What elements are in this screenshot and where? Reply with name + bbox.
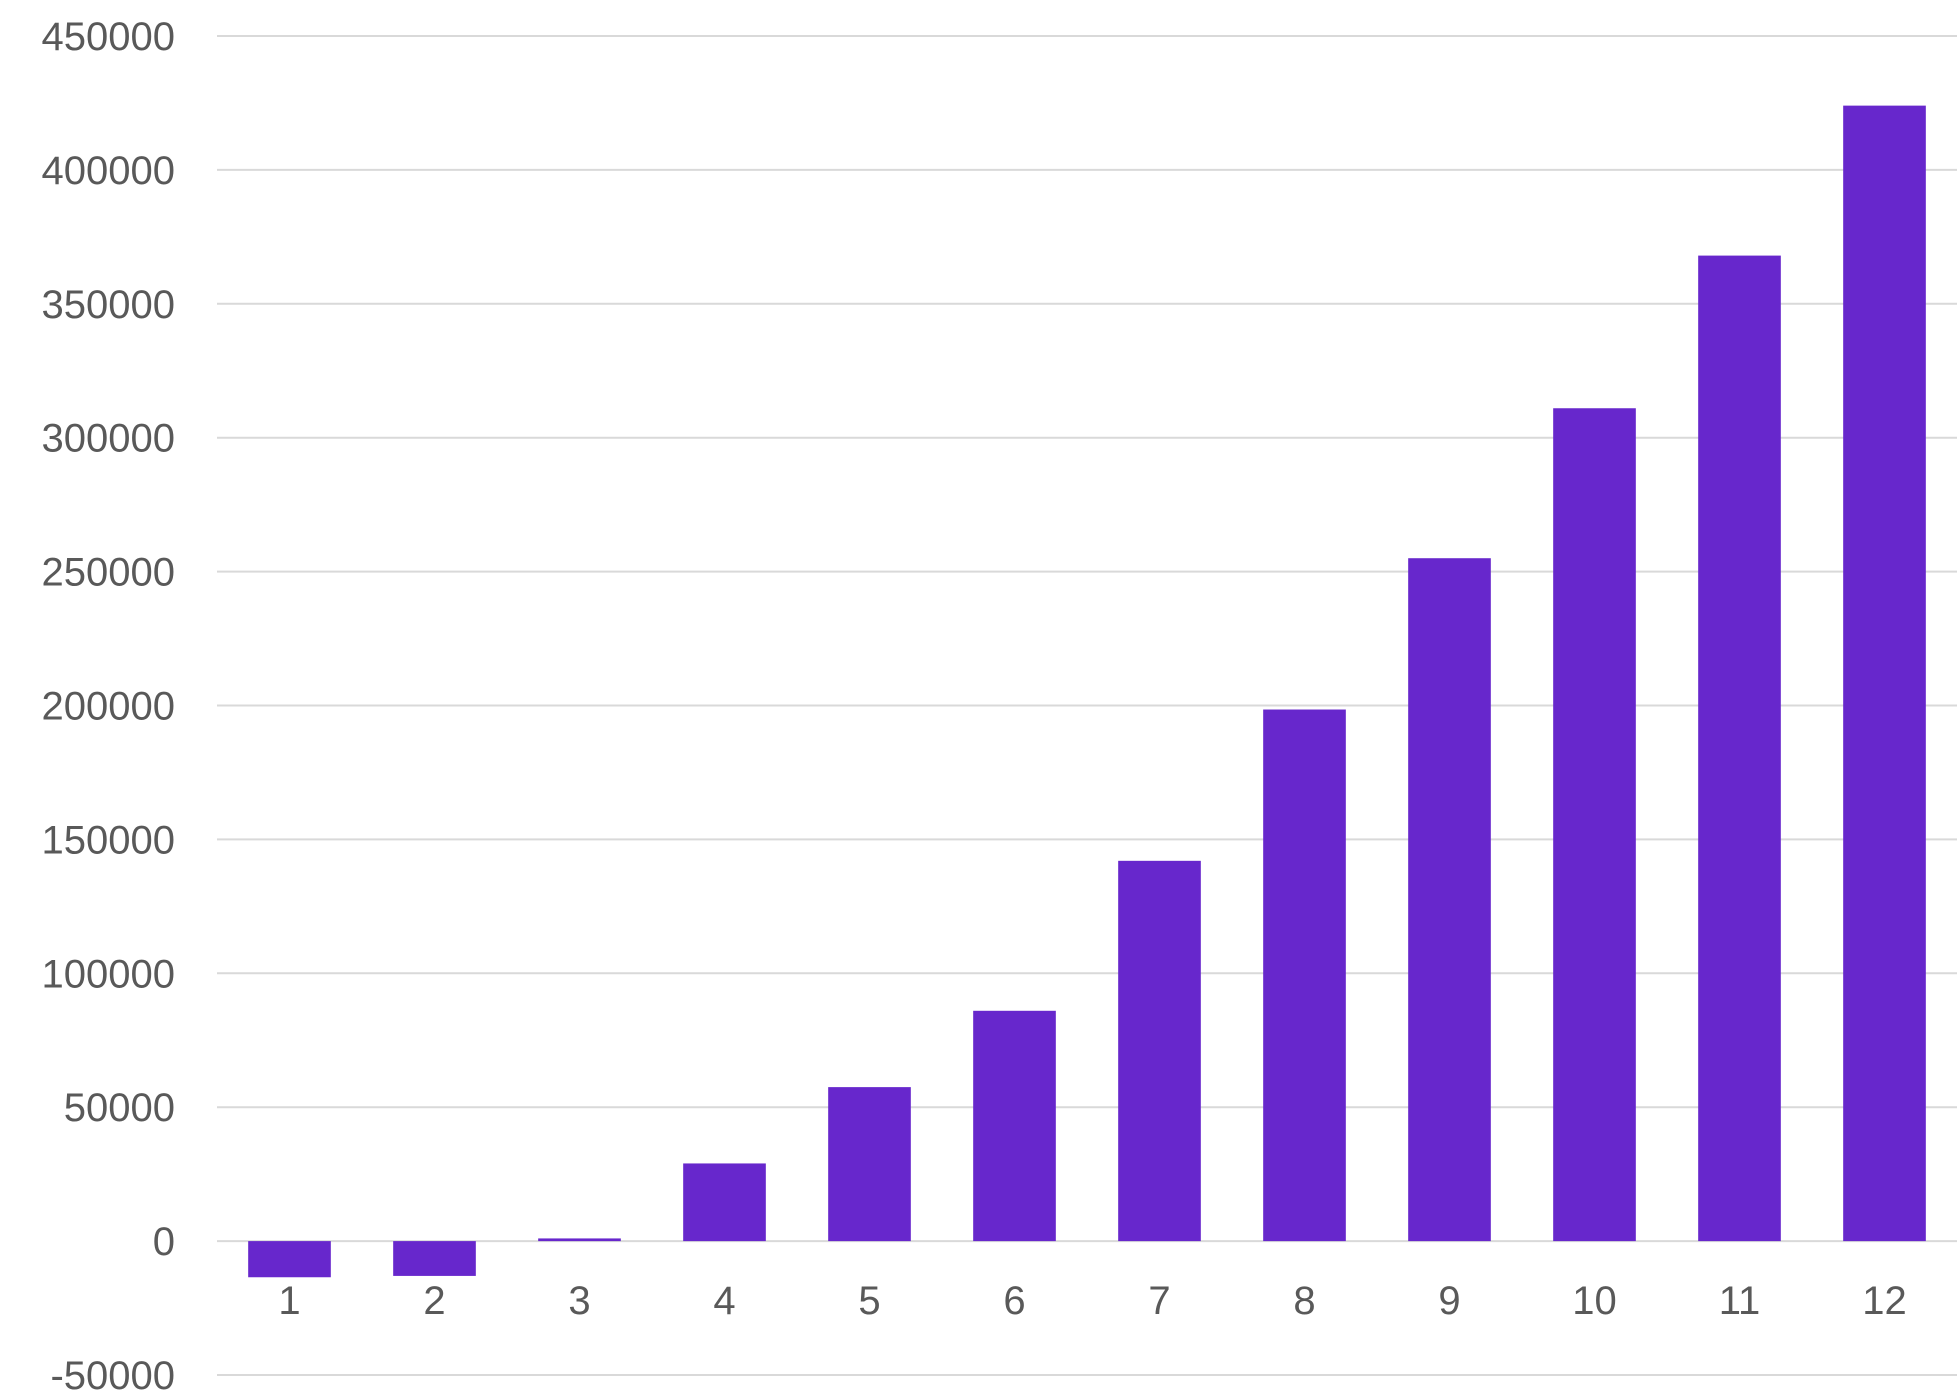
y-tick-label: 350000 xyxy=(42,283,175,327)
x-tick-label: 4 xyxy=(713,1279,735,1323)
x-tick-label: 11 xyxy=(1719,1279,1761,1323)
bar xyxy=(248,1241,331,1278)
x-tick-label: 7 xyxy=(1148,1279,1170,1323)
x-tick-label: 3 xyxy=(568,1279,590,1323)
y-tick-label: 100000 xyxy=(42,952,175,996)
y-tick-label: 250000 xyxy=(42,551,175,595)
y-tick-label: 450000 xyxy=(42,15,175,59)
bar xyxy=(683,1163,766,1242)
bar xyxy=(973,1010,1056,1242)
x-tick-label: 2 xyxy=(423,1279,445,1323)
bar xyxy=(538,1238,621,1242)
bars xyxy=(248,105,1926,1278)
x-tick-label: 8 xyxy=(1293,1279,1315,1323)
x-axis: 1 2 3 4 5 6 7 8 9 10 11 12 xyxy=(278,1279,1906,1323)
bar xyxy=(1118,860,1201,1242)
x-tick-label: 10 xyxy=(1572,1279,1617,1323)
x-tick-label: 6 xyxy=(1003,1279,1025,1323)
y-tick-label: 0 xyxy=(153,1220,175,1264)
x-tick-label: 1 xyxy=(278,1279,300,1323)
bar xyxy=(1553,408,1636,1242)
x-tick-label: 12 xyxy=(1862,1279,1907,1323)
bar xyxy=(1843,105,1926,1242)
y-tick-label: 200000 xyxy=(42,685,175,729)
bar xyxy=(1698,255,1781,1242)
y-tick-label: -50000 xyxy=(50,1354,175,1395)
gridlines xyxy=(217,35,1957,1376)
y-tick-label: 400000 xyxy=(42,149,175,193)
x-tick-label: 5 xyxy=(858,1279,880,1323)
bar xyxy=(1263,709,1346,1242)
y-tick-label: 50000 xyxy=(64,1086,175,1130)
y-tick-label: 150000 xyxy=(42,818,175,862)
bar xyxy=(828,1087,911,1242)
bar xyxy=(1408,558,1491,1242)
y-axis: -50000 0 50000 100000 150000 200000 250000 3000… xyxy=(42,15,175,1395)
bar xyxy=(393,1241,476,1276)
y-tick-label: 300000 xyxy=(42,417,175,461)
x-tick-label: 9 xyxy=(1438,1279,1460,1323)
